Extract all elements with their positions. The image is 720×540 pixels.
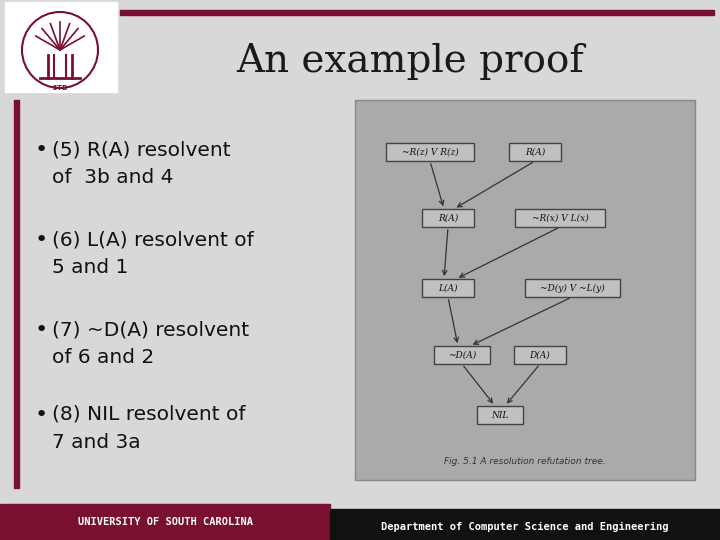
Text: •: • <box>35 405 48 425</box>
Bar <box>330 509 720 540</box>
Text: ~R(z) V R(z): ~R(z) V R(z) <box>402 147 459 157</box>
Text: UNIVERSITY OF SOUTH CAROLINA: UNIVERSITY OF SOUTH CAROLINA <box>78 517 253 527</box>
Text: IITB: IITB <box>53 85 68 91</box>
Bar <box>0 504 330 540</box>
Bar <box>477 406 523 424</box>
Bar <box>120 10 714 15</box>
Text: (5) R(A) resolvent
of  3b and 4: (5) R(A) resolvent of 3b and 4 <box>52 140 230 187</box>
Text: ~D(y) V ~L(y): ~D(y) V ~L(y) <box>539 284 604 293</box>
Text: An example proof: An example proof <box>236 44 584 80</box>
Bar <box>422 209 474 227</box>
Bar <box>509 143 561 161</box>
Text: (6) L(A) resolvent of
5 and 1: (6) L(A) resolvent of 5 and 1 <box>52 230 253 277</box>
Bar <box>524 279 619 297</box>
Bar <box>355 100 695 480</box>
Text: (7) ~D(A) resolvent
of 6 and 2: (7) ~D(A) resolvent of 6 and 2 <box>52 320 249 367</box>
Bar <box>514 346 566 364</box>
Bar <box>422 279 474 297</box>
Text: •: • <box>35 230 48 250</box>
Bar <box>386 143 474 161</box>
Text: (8) NIL resolvent of
7 and 3a: (8) NIL resolvent of 7 and 3a <box>52 405 246 452</box>
Text: NIL: NIL <box>491 410 509 420</box>
Text: ~D(A): ~D(A) <box>448 350 476 360</box>
Text: •: • <box>35 320 48 340</box>
Text: Fig. 5.1 A resolution refutation tree.: Fig. 5.1 A resolution refutation tree. <box>444 457 606 467</box>
Bar <box>434 346 490 364</box>
Bar <box>515 209 605 227</box>
Text: •: • <box>35 140 48 160</box>
Text: D(A): D(A) <box>530 350 550 360</box>
Text: Department of Computer Science and Engineering: Department of Computer Science and Engin… <box>382 522 669 532</box>
Text: R(A): R(A) <box>438 213 458 222</box>
Text: L(A): L(A) <box>438 284 458 293</box>
Bar <box>5 2 117 92</box>
Bar <box>14 100 19 488</box>
Text: R(A): R(A) <box>525 147 545 157</box>
Text: ~R(x) V L(x): ~R(x) V L(x) <box>531 213 588 222</box>
